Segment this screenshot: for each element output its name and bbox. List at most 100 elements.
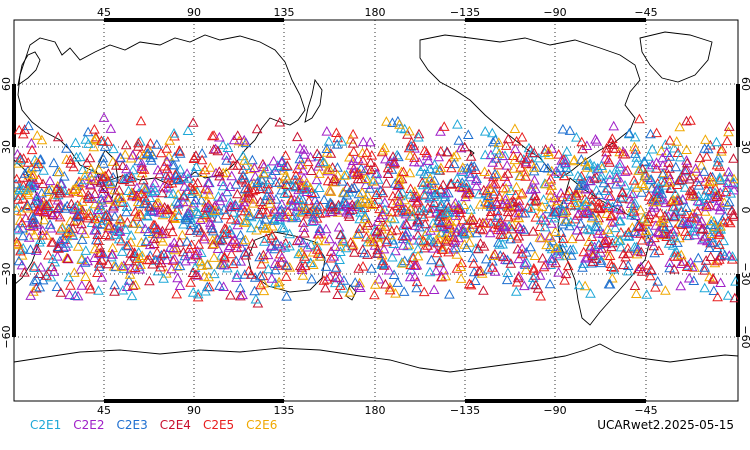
triangle-icon [164, 242, 176, 252]
triangle-icon [488, 178, 499, 189]
triangle-icon [48, 157, 60, 168]
triangle-icon [435, 183, 447, 194]
triangle-icon [611, 172, 623, 183]
triangle-icon [326, 201, 338, 212]
triangle-icon [546, 180, 558, 190]
triangle-icon [173, 210, 184, 220]
triangle-icon [385, 212, 397, 223]
triangle-icon [121, 206, 132, 217]
triangle-icon [196, 260, 208, 270]
triangle-icon [479, 125, 491, 136]
triangle-icon [409, 260, 420, 270]
triangle-icon [573, 199, 584, 209]
triangle-icon [518, 224, 529, 234]
triangle-icon [241, 215, 253, 225]
triangle-icon [193, 208, 205, 219]
top-longitude-label: 90 [187, 6, 201, 19]
triangle-icon [663, 169, 674, 179]
triangle-icon [455, 273, 467, 283]
triangle-icon [118, 260, 130, 270]
triangle-icon [293, 248, 305, 259]
triangle-icon [300, 204, 312, 214]
triangle-icon [711, 159, 723, 170]
triangle-icon [257, 158, 269, 169]
triangle-icon [468, 160, 480, 171]
triangle-icon [549, 212, 560, 223]
triangle-icon [511, 232, 523, 243]
triangle-icon [168, 212, 180, 223]
triangle-icon [694, 152, 706, 163]
triangle-icon [337, 235, 349, 245]
triangle-icon [357, 155, 369, 165]
triangle-icon [660, 227, 672, 237]
triangle-icon [381, 116, 392, 126]
triangle-icon [415, 165, 426, 176]
triangle-icon [114, 226, 126, 236]
triangle-icon [571, 224, 583, 235]
triangle-icon [221, 186, 233, 197]
triangle-icon [511, 135, 522, 146]
triangle-icon [450, 149, 462, 160]
triangle-icon [484, 227, 496, 238]
triangle-icon [184, 243, 195, 253]
triangle-icon [660, 285, 671, 295]
triangle-icon [249, 184, 261, 194]
triangle-icon [408, 192, 419, 203]
triangle-icon [197, 167, 208, 177]
triangle-icon [387, 234, 399, 245]
triangle-icon [121, 201, 133, 211]
triangle-icon [117, 160, 129, 170]
triangle-icon [341, 189, 353, 200]
triangle-icon [243, 206, 254, 217]
triangle-icon [25, 244, 36, 254]
triangle-icon [536, 201, 548, 212]
triangle-icon [667, 240, 679, 250]
triangle-icon [391, 224, 403, 235]
triangle-icon [728, 153, 738, 163]
triangle-icon [407, 252, 419, 263]
triangle-icon [488, 188, 500, 199]
triangle-icon [311, 174, 323, 185]
triangle-icon [98, 183, 110, 193]
triangle-icon [384, 284, 396, 295]
triangle-icon [417, 179, 429, 190]
triangle-icon [85, 178, 96, 189]
triangle-icon [133, 137, 144, 148]
triangle-icon [329, 277, 341, 288]
triangle-icon [665, 182, 676, 193]
triangle-icon [559, 274, 570, 285]
triangle-icon [394, 119, 405, 129]
triangle-icon [349, 277, 361, 287]
triangle-icon [332, 207, 344, 217]
triangle-icon [638, 156, 650, 166]
triangle-icon [305, 257, 317, 268]
triangle-icon [473, 243, 484, 254]
triangle-icon [100, 229, 112, 239]
triangle-icon [45, 207, 57, 217]
triangle-icon [158, 248, 170, 259]
triangle-icon [720, 186, 732, 197]
triangle-icon [169, 169, 181, 179]
triangle-icon [249, 170, 261, 181]
triangle-icon [489, 185, 501, 196]
triangle-icon [26, 181, 37, 191]
triangle-icon [143, 226, 154, 236]
triangle-icon [460, 177, 472, 188]
triangle-icon [479, 149, 491, 160]
triangle-icon [335, 229, 346, 240]
triangle-icon [349, 247, 360, 257]
triangle-icon [513, 207, 525, 218]
triangle-icon [54, 211, 66, 222]
triangle-icon [44, 175, 56, 186]
triangle-icon [535, 290, 547, 301]
triangle-icon [525, 241, 536, 252]
triangle-icon [37, 274, 49, 285]
triangle-icon [502, 168, 514, 178]
triangle-icon [635, 261, 647, 272]
triangle-icon [142, 147, 154, 158]
triangle-icon [329, 241, 341, 251]
triangle-icon [117, 284, 129, 295]
triangle-icon [436, 199, 448, 210]
triangle-icon [636, 266, 648, 276]
triangle-icon [713, 152, 724, 163]
